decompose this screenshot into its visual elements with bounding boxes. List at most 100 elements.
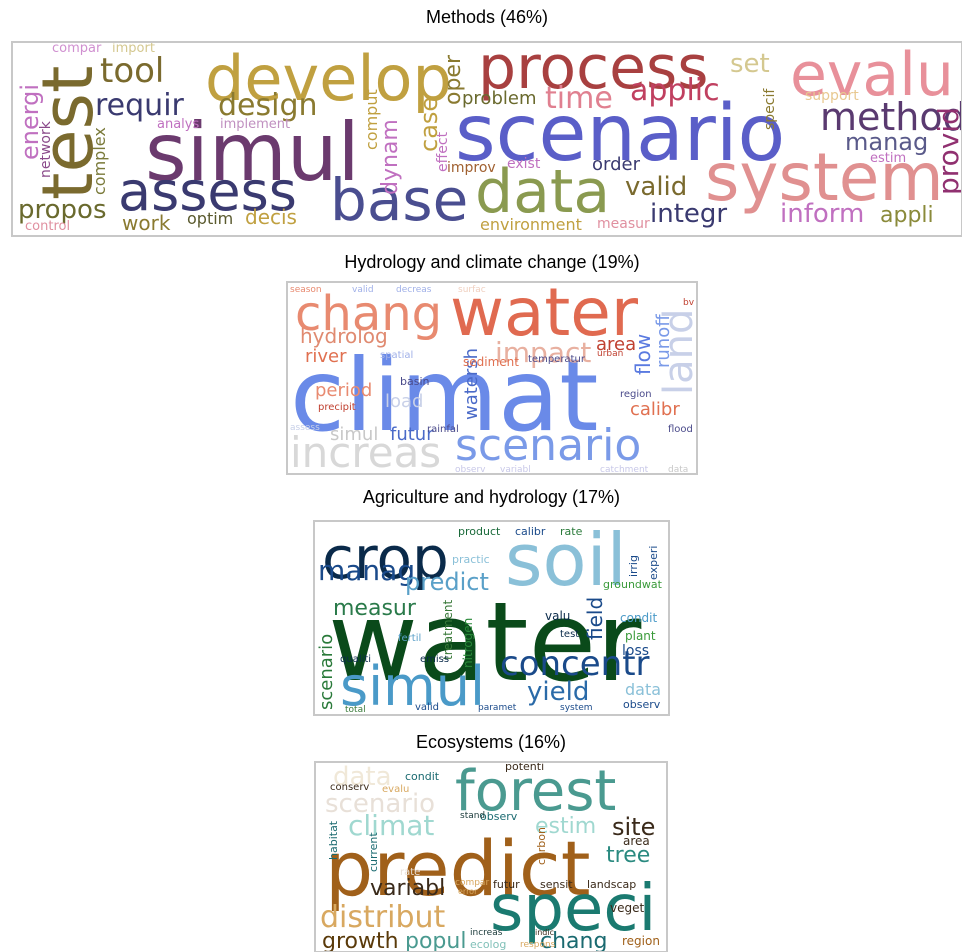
panel-title: Hydrology and climate change (19%) [344, 252, 639, 272]
word: rate [400, 867, 420, 878]
word: data [668, 465, 688, 475]
word: potenti [505, 760, 544, 773]
word: comput [362, 89, 381, 150]
word: decis [245, 205, 297, 229]
word: increas [290, 428, 441, 477]
word: measur [333, 596, 417, 621]
word: data [333, 762, 392, 792]
word: energi [16, 84, 44, 160]
word: evalu [790, 40, 954, 110]
word-cloud-panel: Agriculture and hydrology (17%) watercrop… [313, 487, 670, 716]
word: landscap [587, 878, 636, 891]
word: calibr [515, 525, 546, 538]
word: import [112, 41, 155, 56]
word: water [450, 274, 639, 351]
word: network [38, 120, 54, 178]
word: integr [650, 199, 727, 229]
word: condit [620, 611, 657, 625]
panel-title: Methods (46%) [426, 7, 548, 27]
word: habitat [327, 820, 340, 860]
word: distribut [320, 900, 445, 935]
word: tree [606, 843, 650, 868]
word: field [583, 597, 607, 640]
word: design [218, 88, 318, 123]
word: rate [560, 525, 583, 538]
word: chang [540, 929, 607, 952]
word: tool [100, 51, 164, 91]
word: implement [220, 117, 290, 132]
word: compar [52, 41, 102, 56]
word: data [625, 680, 661, 699]
word: appli [880, 203, 934, 228]
word: order [592, 154, 641, 175]
word: measur [597, 216, 650, 232]
word: time [545, 81, 613, 116]
word: observ [455, 465, 486, 475]
word: data [475, 157, 610, 227]
word: method [820, 95, 962, 139]
word: exist [507, 156, 541, 172]
word: calibr [630, 399, 680, 420]
panel-title: Agriculture and hydrology (17%) [363, 487, 620, 507]
word: predict [325, 824, 591, 913]
word: variabl [500, 465, 531, 475]
word: propos [18, 195, 107, 225]
word: surfac [458, 285, 486, 295]
word: region [622, 934, 660, 948]
word: complex [90, 127, 109, 195]
panel-border [286, 281, 698, 475]
word: period [315, 380, 372, 401]
word: analys [157, 117, 199, 132]
word: improv [447, 160, 496, 176]
word: inform [780, 199, 864, 229]
word: land [656, 309, 702, 395]
word: carbon [535, 827, 548, 865]
word: treatment [441, 600, 455, 660]
word: specif [762, 88, 778, 130]
word: fertil [398, 633, 421, 644]
word: climat [290, 337, 598, 454]
word: crop [322, 524, 449, 592]
word: load [385, 391, 423, 412]
word: current [367, 832, 380, 872]
panel-border [11, 41, 962, 237]
word: irrig [627, 555, 640, 577]
word: simul [330, 424, 378, 445]
word: watersh [461, 348, 482, 420]
word: catchment [600, 465, 649, 475]
word: case [415, 97, 443, 152]
word: river [305, 346, 347, 367]
word: stand [460, 811, 485, 821]
word: effect [435, 131, 451, 172]
word: precipit [318, 402, 356, 413]
word: increas [470, 928, 503, 938]
word: test [27, 66, 109, 200]
word: area [623, 834, 650, 848]
panel-background [314, 521, 669, 715]
word: plant [625, 629, 656, 643]
word: soil [505, 518, 627, 602]
word: total [345, 705, 366, 715]
word: runoff [653, 314, 674, 368]
word: growth [322, 929, 399, 952]
word: emiss [420, 654, 449, 665]
word: season [290, 285, 322, 295]
word: temperatur [528, 354, 586, 365]
word: valid [415, 702, 439, 713]
word: valu [545, 609, 570, 623]
word: basin [400, 375, 430, 388]
word: decreas [396, 285, 432, 295]
word: estim [870, 151, 906, 166]
word: variabl [370, 876, 445, 901]
word: set [730, 49, 770, 79]
word: predict [405, 568, 489, 596]
word: process [478, 33, 709, 103]
word: valid [625, 172, 687, 202]
word: veget [610, 901, 644, 915]
word: practic [452, 553, 490, 566]
word: climat [348, 809, 434, 842]
word: futur [390, 424, 434, 445]
